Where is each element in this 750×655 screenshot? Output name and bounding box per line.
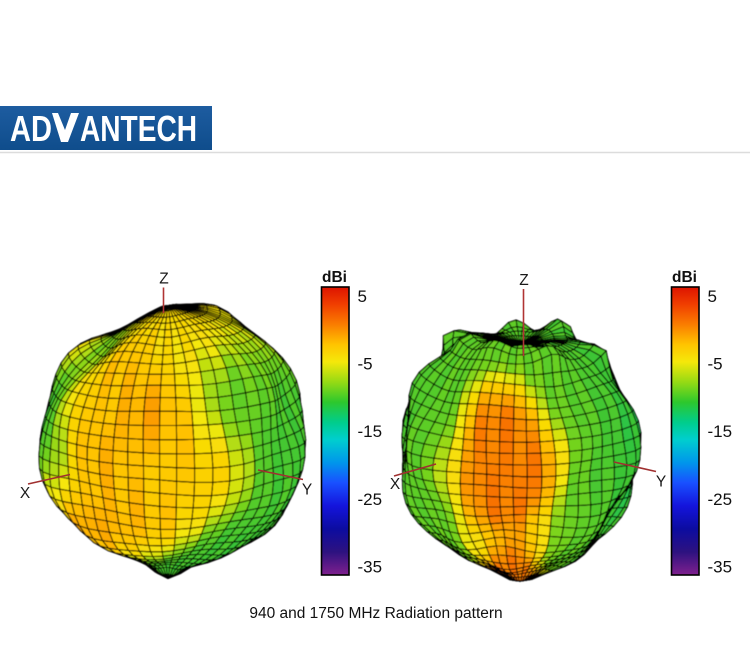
svg-text:Z: Z [159, 271, 168, 288]
svg-text:X: X [390, 476, 401, 493]
svg-text:ANTECH: ANTECH [80, 108, 197, 149]
svg-text:Y: Y [656, 474, 666, 491]
svg-text:-5: -5 [358, 355, 373, 374]
svg-text:-15: -15 [358, 422, 383, 441]
svg-text:-35: -35 [708, 557, 733, 576]
svg-text:dBi: dBi [672, 269, 697, 286]
svg-text:-15: -15 [708, 422, 733, 441]
svg-text:940 and 1750 MHz Radiation pat: 940 and 1750 MHz Radiation pattern [249, 605, 502, 622]
svg-text:dBi: dBi [322, 269, 347, 286]
svg-text:5: 5 [358, 287, 367, 306]
svg-text:5: 5 [708, 287, 717, 306]
svg-text:AD: AD [10, 108, 52, 149]
svg-text:-25: -25 [358, 490, 383, 509]
svg-text:-25: -25 [708, 490, 733, 509]
svg-text:Z: Z [519, 272, 528, 289]
svg-text:-5: -5 [708, 355, 723, 374]
svg-text:-35: -35 [358, 557, 383, 576]
svg-text:Y: Y [302, 482, 312, 499]
svg-text:X: X [20, 485, 31, 502]
